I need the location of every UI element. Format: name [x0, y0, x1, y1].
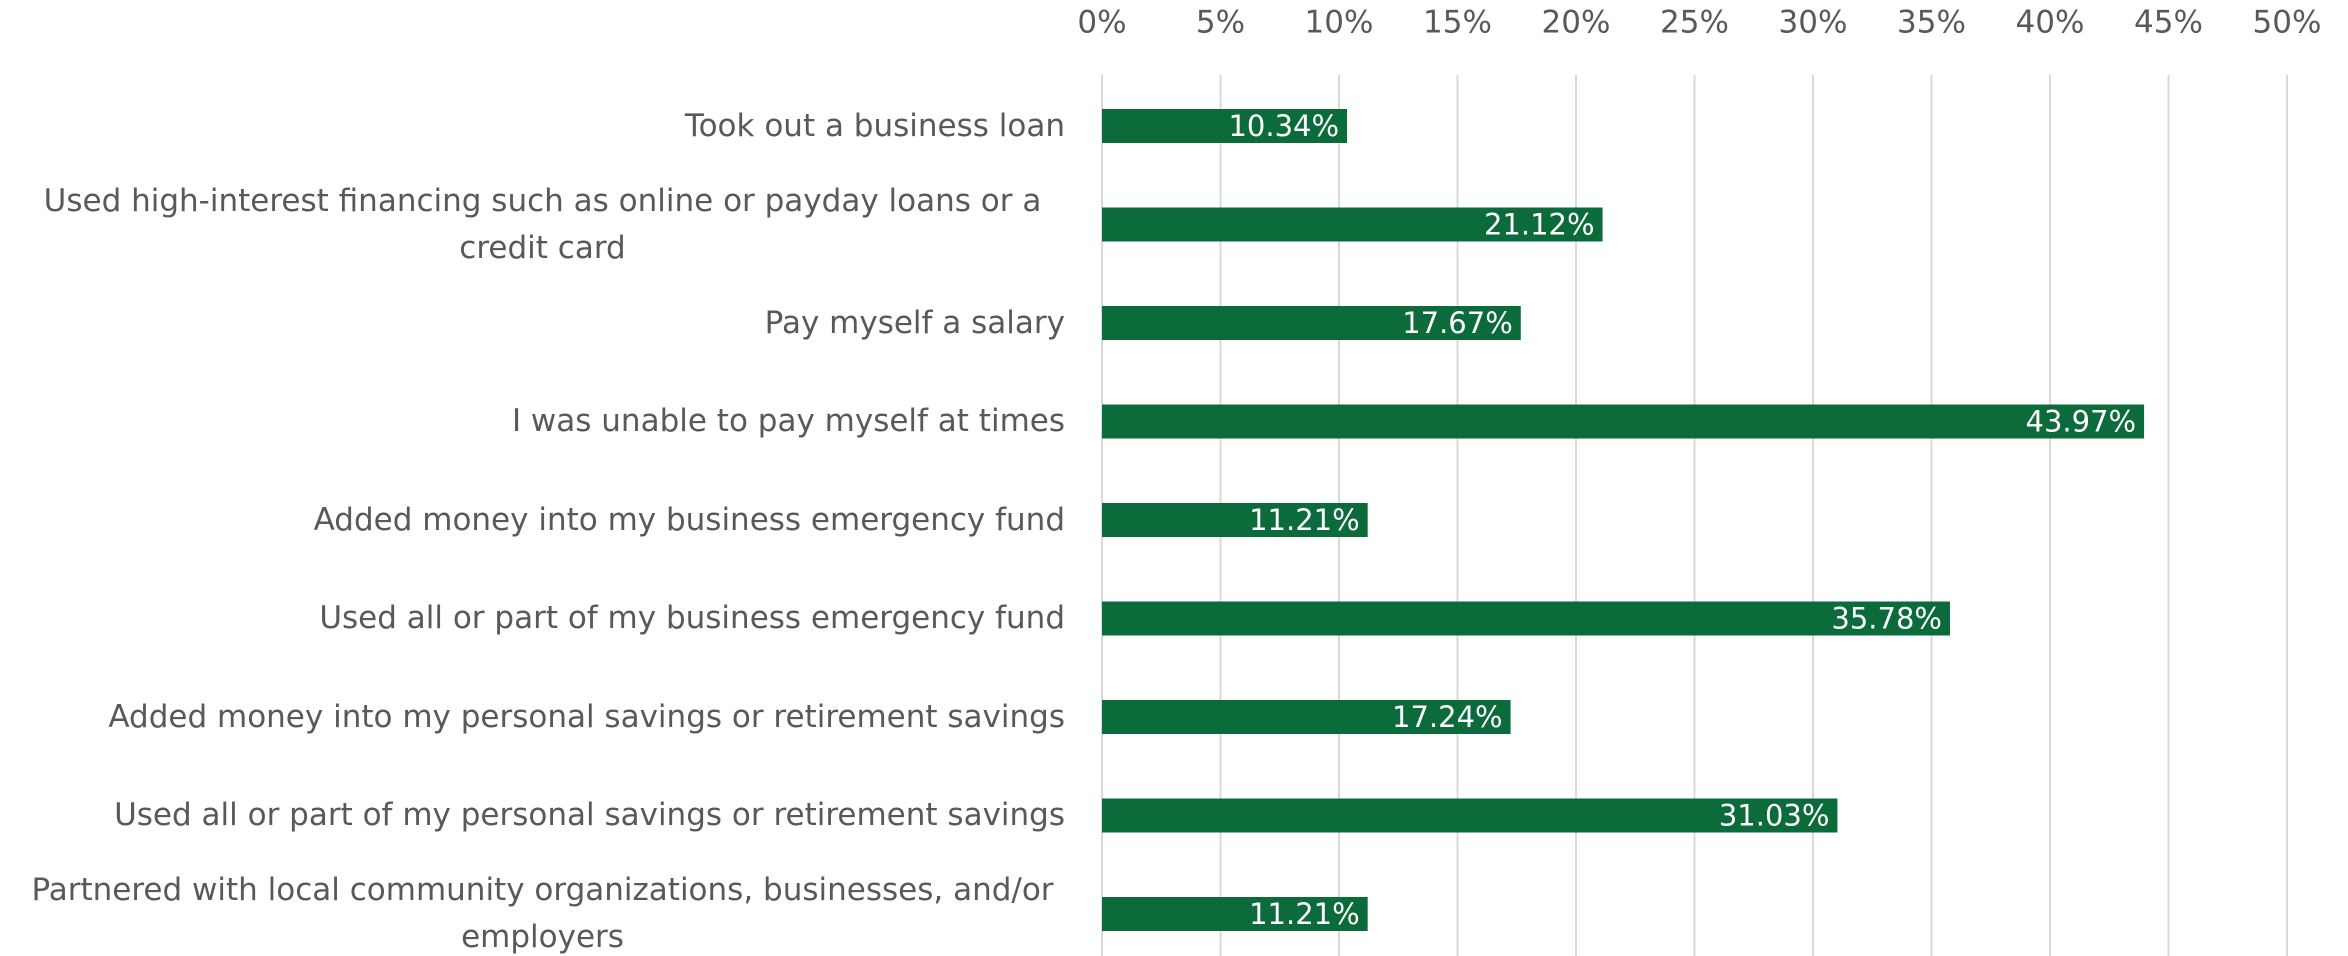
category-label-box: Partnered with local community organizat… [0, 865, 1065, 956]
category-label-box: Pay myself a salary [0, 274, 1065, 373]
data-label: 21.12% [1484, 208, 1595, 242]
bar [1102, 601, 1950, 636]
bar [1102, 109, 1348, 143]
bar [1102, 404, 2145, 439]
data-label: 35.78% [1831, 602, 1942, 636]
x-tick-label: 0% [1077, 5, 1126, 41]
y-tick-label: Took out a business loan [684, 107, 1065, 144]
category-label-box: Added money into my business emergency f… [0, 471, 1065, 570]
x-tick-label: 30% [1779, 5, 1848, 41]
x-tick-label: 25% [1660, 5, 1729, 41]
bar [1102, 700, 1511, 734]
x-tick-label: 20% [1542, 5, 1611, 41]
x-tick-label: 15% [1423, 5, 1492, 41]
category-label-box: Took out a business loan [0, 77, 1065, 176]
y-tick-label: Pay myself a salary [764, 304, 1065, 341]
x-tick-label: 10% [1305, 5, 1374, 41]
bar [1102, 897, 1368, 931]
x-tick-label: 5% [1196, 5, 1245, 41]
category-label-box: I was unable to pay myself at times [0, 372, 1065, 471]
data-label: 31.03% [1719, 799, 1830, 833]
x-tick-label: 35% [1897, 5, 1966, 41]
data-label: 11.21% [1249, 503, 1360, 537]
bar [1102, 207, 1603, 242]
x-tick-label: 50% [2253, 5, 2322, 41]
bar [1102, 503, 1368, 537]
category-label-box: Added money into my personal savings or … [0, 668, 1065, 767]
y-tick-label: Partnered with local community organizat… [31, 872, 1054, 955]
y-tick-label: I was unable to pay myself at times [511, 403, 1065, 439]
y-tick-label: Used all or part of my business emergenc… [319, 600, 1065, 636]
data-label: 11.21% [1249, 897, 1360, 931]
data-label: 10.34% [1228, 109, 1339, 143]
data-label: 43.97% [2026, 405, 2137, 439]
category-label-box: Used all or part of my personal savings … [0, 766, 1065, 865]
bar [1102, 798, 1838, 833]
y-tick-label: Added money into my personal savings or … [108, 698, 1065, 735]
x-tick-label: 45% [2134, 5, 2203, 41]
x-tick-label: 40% [2016, 5, 2085, 41]
y-tick-label: Added money into my business emergency f… [313, 501, 1065, 538]
data-label: 17.24% [1392, 700, 1503, 734]
category-label-box: Used high-interest financing such as onl… [0, 175, 1065, 274]
data-label: 17.67% [1402, 306, 1513, 340]
bar [1102, 306, 1521, 340]
y-tick-label: Used high-interest financing such as onl… [43, 182, 1042, 266]
y-tick-label: Used all or part of my personal savings … [114, 797, 1065, 833]
category-label-box: Used all or part of my business emergenc… [0, 569, 1065, 668]
